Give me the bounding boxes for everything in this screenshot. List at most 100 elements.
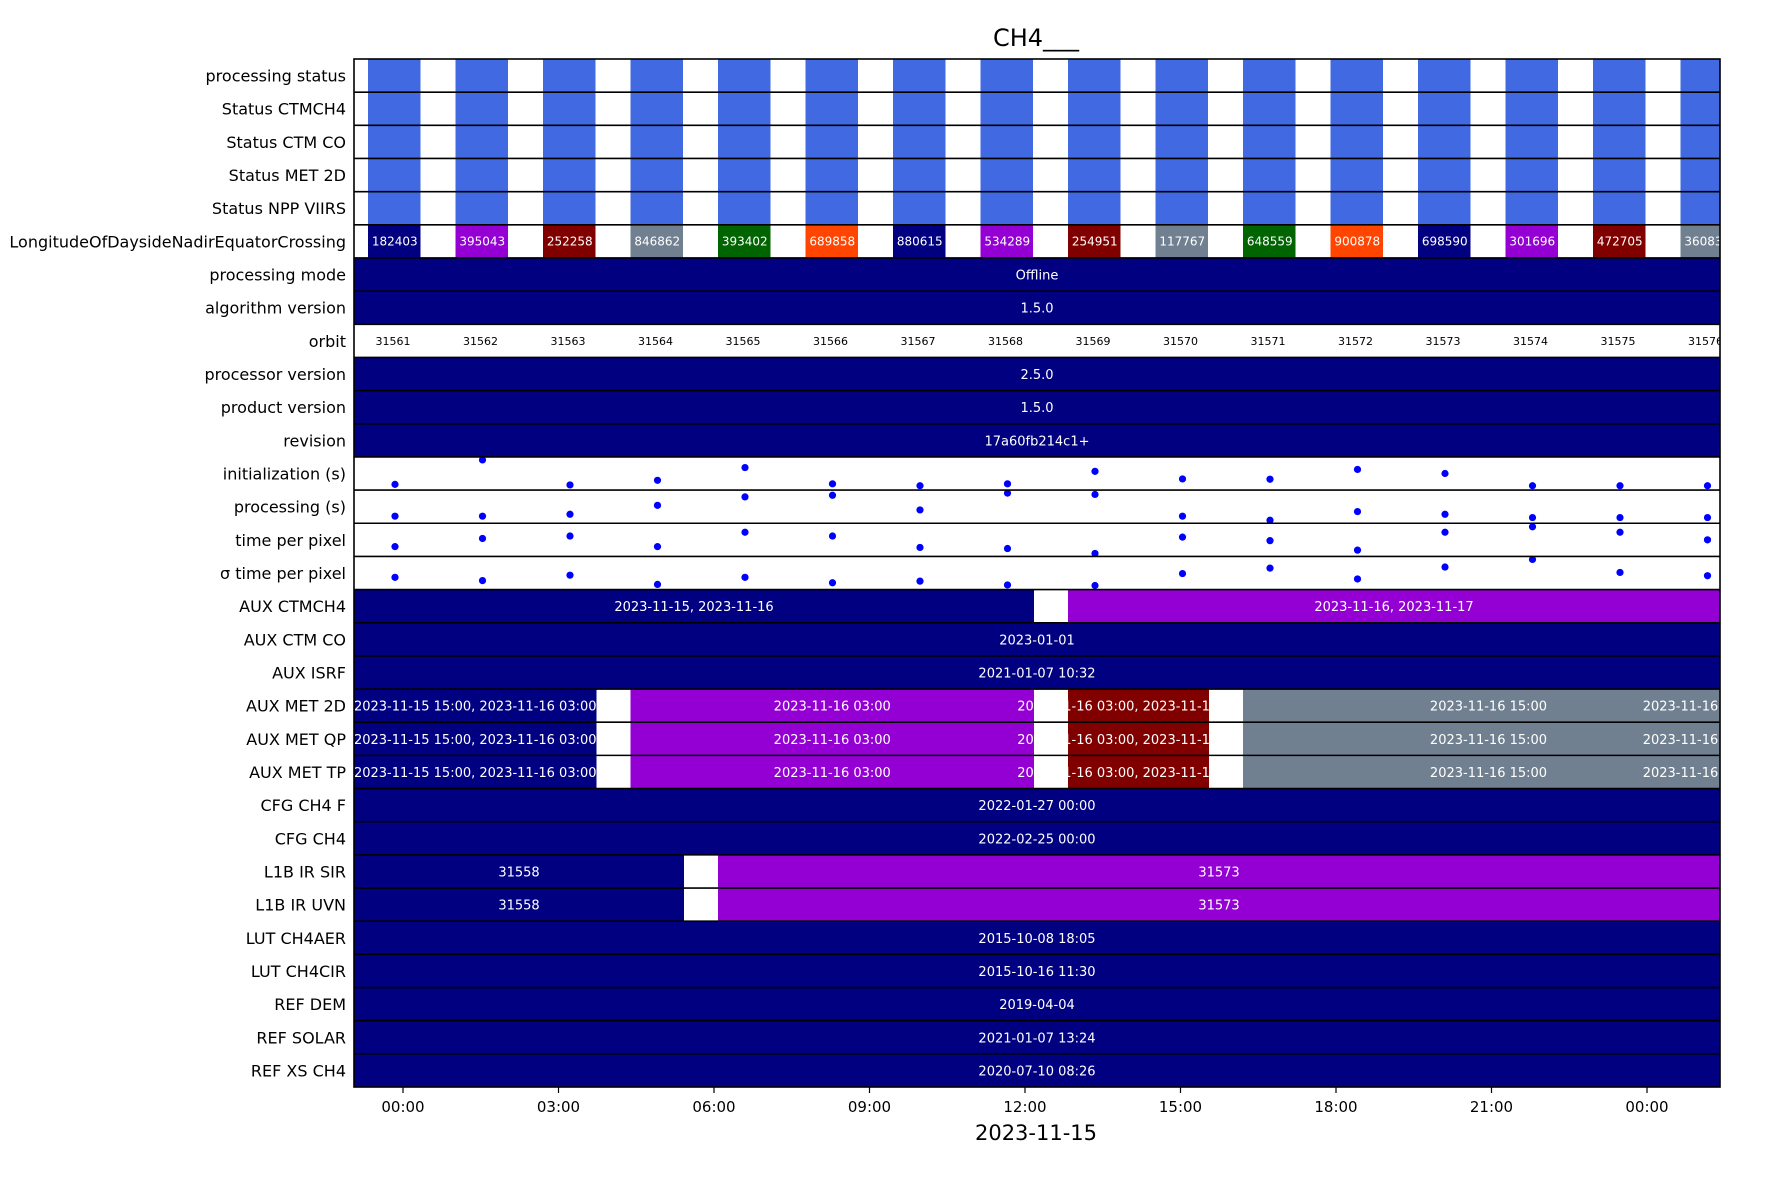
- orbit-value: 31573: [1426, 335, 1461, 348]
- scatter-point: [1441, 510, 1449, 518]
- status-block: [543, 158, 596, 192]
- bar-segment-label: 2023-11-16 03:00, 2023-11-16 15:00: [1017, 733, 1260, 748]
- scatter-point: [1003, 480, 1012, 488]
- scatter-point: [1353, 546, 1362, 554]
- longitude-block: [1155, 224, 1208, 258]
- longitude-block: [1680, 224, 1720, 258]
- status-block: [1505, 191, 1558, 225]
- scatter-point: [1178, 569, 1187, 578]
- orbit-value: 31561: [376, 335, 411, 348]
- row-label: Status CTMCH4: [222, 100, 346, 119]
- bar-segment-label: 2023-11-16 03:00, 2023-11-16 15:00: [1017, 766, 1260, 781]
- row-24: 31558 31573: [354, 854, 1720, 889]
- status-block: [368, 158, 421, 192]
- bar-segment: [354, 622, 1720, 656]
- bar-segment-label: Offline: [1016, 269, 1059, 284]
- scatter-point: [478, 577, 487, 585]
- status-block: [1418, 158, 1471, 192]
- bar-segment: [354, 854, 684, 889]
- status-block: [1593, 191, 1646, 225]
- longitude-block: [1068, 224, 1121, 258]
- scatter-point: [1003, 581, 1012, 589]
- bar-segment: [354, 390, 1720, 424]
- row-label: LUT CH4CIR: [251, 962, 346, 981]
- scatter-point: [1178, 475, 1187, 483]
- status-block: [1243, 191, 1296, 225]
- longitude-block: [893, 224, 946, 258]
- x-tick-label: 18:00: [1314, 1098, 1357, 1116]
- bar-segment: [354, 689, 597, 723]
- bar-segment: [630, 722, 1034, 756]
- scatter-point: [916, 482, 924, 490]
- status-block: [543, 92, 596, 126]
- bar-segment-label: 2023-11-16 03:00: [774, 733, 891, 748]
- bar-segment: [354, 888, 684, 922]
- status-block: [1243, 125, 1296, 159]
- status-block: [1593, 158, 1646, 192]
- longitude-value: 182403: [372, 234, 418, 248]
- row-label: processor version: [204, 365, 346, 384]
- scatter-point: [1703, 482, 1712, 490]
- scatter-point: [1616, 482, 1624, 490]
- status-block: [368, 191, 421, 225]
- status-block: [1680, 125, 1720, 159]
- status-block: [1505, 92, 1558, 126]
- bar-segment-label: 2022-01-27 00:00: [978, 799, 1095, 814]
- status-block: [1243, 158, 1296, 192]
- row-label: AUX CTM CO: [244, 630, 346, 649]
- bar-segment-label: 2023-11-16 15:00, 2023-11-17 03:00: [1643, 700, 1771, 715]
- status-block: [630, 125, 683, 159]
- orbit-value: 31570: [1163, 335, 1198, 348]
- status-block: [893, 92, 946, 126]
- scatter-point: [741, 573, 749, 581]
- bar-segment-label: 2023-11-16 15:00, 2023-11-17 03:00: [1643, 733, 1771, 748]
- longitude-value: 900878: [1334, 234, 1380, 248]
- row-23: 2022-02-25 00:00: [354, 821, 1720, 855]
- scatter-point: [1528, 523, 1537, 531]
- scatter-point: [391, 512, 399, 520]
- orbit-value: 31567: [901, 335, 936, 348]
- row-label: REF SOLAR: [256, 1028, 346, 1047]
- status-block: [1593, 92, 1646, 126]
- status-block: [1243, 92, 1296, 126]
- scatter-point: [1616, 528, 1624, 536]
- longitude-block: [718, 224, 771, 258]
- row-16: 2023-11-15, 2023-11-16 2023-11-16, 2023-1…: [354, 589, 1720, 623]
- row-21: 2023-11-15 15:00, 2023-11-16 03:00 2023-1…: [354, 755, 1720, 789]
- bar-segment-label: 2021-01-07 13:24: [978, 1031, 1095, 1046]
- row-label: L1B IR SIR: [264, 862, 346, 881]
- status-block: [1068, 191, 1121, 225]
- row-9: 2.5.0: [354, 357, 1720, 391]
- status-block: [1155, 191, 1208, 225]
- scatter-point: [1091, 549, 1099, 558]
- longitude-block: [455, 224, 508, 258]
- status-block: [368, 125, 421, 159]
- row-label: revision: [283, 431, 346, 450]
- row-8: 31561 31562 31563 31564 31565 31566 31567 31568…: [376, 335, 1721, 348]
- scatter-point: [1616, 568, 1624, 577]
- scatter-point: [1003, 544, 1012, 553]
- row-17: 2023-01-01: [354, 622, 1720, 656]
- bar-segment: [354, 291, 1720, 325]
- x-tick-label: 09:00: [848, 1098, 891, 1116]
- bar-segment-label: 2023-11-16 15:00: [1430, 766, 1547, 781]
- scatter-point: [391, 573, 399, 581]
- row-11: 17a60fb214c1+: [354, 423, 1720, 457]
- status-block: [455, 191, 508, 225]
- orbit-value: 31572: [1338, 335, 1373, 348]
- row-30: 2020-07-10 08:26: [354, 1053, 1720, 1087]
- scatter-point: [1441, 563, 1449, 571]
- status-block: [805, 92, 858, 126]
- status-block: [980, 158, 1033, 192]
- scatter-point: [916, 543, 924, 552]
- row-label: REF XS CH4: [251, 1061, 346, 1080]
- row-label: Status CTM CO: [226, 133, 346, 152]
- orbit-value: 31568: [988, 335, 1023, 348]
- scatter-point: [1266, 475, 1274, 483]
- row-26: 2015-10-08 18:05: [354, 921, 1720, 955]
- axes-frame: [353, 58, 1721, 1088]
- bar-segment-label: 2023-11-16 15:00: [1430, 700, 1547, 715]
- orbit-value: 31575: [1601, 335, 1636, 348]
- chart-title: CH4___: [993, 24, 1080, 52]
- bar-segment: [630, 689, 1034, 723]
